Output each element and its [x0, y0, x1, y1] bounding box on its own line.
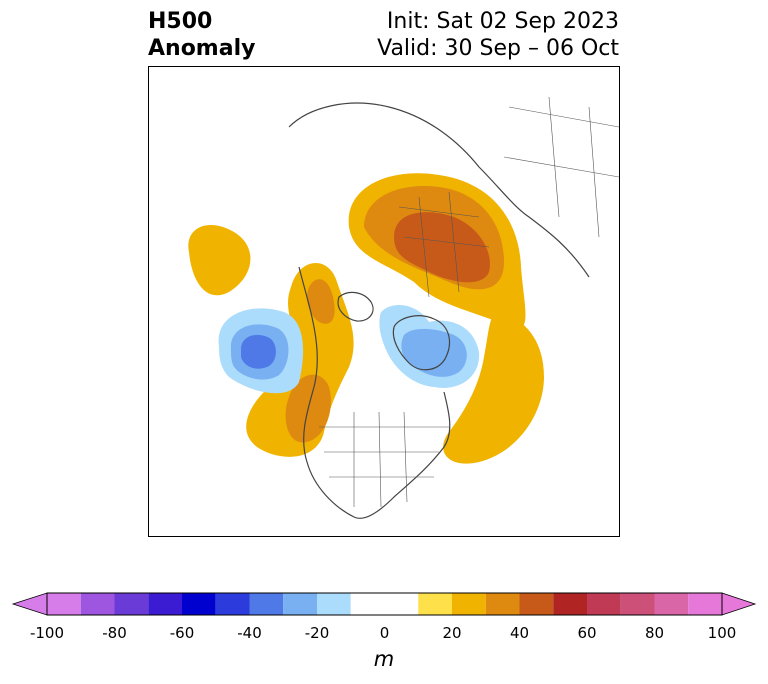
boundary-europe: [398, 191, 490, 298]
colorbar-bin: [249, 593, 284, 615]
colorbar-tick-label: 60: [577, 624, 597, 642]
colorbar-bin: [418, 593, 452, 615]
colorbar-tick-label: 80: [644, 624, 665, 642]
colorbar-bin: [688, 593, 722, 615]
political-boundaries: [319, 96, 619, 508]
title-type: Anomaly: [148, 36, 256, 61]
colorbar-tick-label: -20: [304, 624, 330, 642]
colorbar-bin: [350, 593, 419, 615]
colorbar-tick-label: 20: [442, 624, 462, 642]
anomaly-map: [148, 66, 620, 537]
anomaly-positive-siberia: [188, 224, 251, 296]
colorbar-bin: [452, 593, 486, 615]
colorbar-tick-label: -80: [102, 624, 127, 642]
colorbar-bin: [80, 593, 115, 615]
anomaly-map-svg: [188, 96, 619, 519]
colorbar-extend-high: [721, 592, 757, 616]
colorbar: [11, 592, 757, 616]
colorbar-bin: [620, 593, 655, 615]
colorbar-bin: [215, 593, 250, 615]
colorbar-bin: [317, 593, 351, 615]
map-dates: Init: Sat 02 Sep 2023 Valid: 30 Sep – 06…: [377, 8, 619, 62]
colorbar-bin: [553, 593, 587, 615]
colorbar-bin: [148, 593, 182, 615]
colorbar-tick-label: 40: [509, 624, 530, 642]
colorbar-bin: [519, 593, 554, 615]
colorbar-bin: [587, 593, 621, 615]
coastline-eurasia: [288, 102, 590, 278]
colorbar-bin: [283, 593, 317, 615]
colorbar-units: m: [373, 647, 395, 671]
coastline-arctic-islands: [337, 291, 374, 322]
boundary-asia: [503, 96, 619, 238]
colorbar-bin: [485, 593, 520, 615]
anomaly-negative-arctic-inner: [401, 328, 467, 377]
colorbar-tick-label: 0: [379, 624, 390, 642]
map-title: H500 Anomaly: [148, 8, 255, 62]
colorbar-extend-low: [11, 592, 48, 616]
colorbar-tick-label: 100: [707, 624, 737, 642]
colorbar-bin: [47, 593, 81, 615]
anomaly-negative-pacific-inner: [241, 334, 276, 369]
colorbar-bins: [47, 593, 722, 615]
colorbar-tick-label: -40: [237, 624, 262, 642]
boundary-us-states: [319, 411, 449, 508]
colorbar-bin: [182, 593, 216, 615]
anomaly-positive-westna-mid: [307, 279, 335, 324]
coastline-greenland: [392, 315, 451, 371]
title-variable: H500: [148, 9, 213, 34]
colorbar-tick-label: -60: [169, 624, 195, 642]
valid-range: Valid: 30 Sep – 06 Oct: [377, 36, 619, 61]
coastlines: [288, 102, 590, 519]
colorbar-bin: [654, 593, 689, 615]
init-date: Init: Sat 02 Sep 2023: [386, 9, 619, 34]
colorbar-bin: [114, 593, 149, 615]
coastline-north-america: [298, 266, 451, 519]
colorbar-tick-label: -100: [29, 624, 65, 642]
anomaly-positive-europe-inner: [394, 212, 490, 283]
colorbar-outline: [46, 592, 723, 616]
anomaly-positive-atlantic: [443, 312, 544, 464]
